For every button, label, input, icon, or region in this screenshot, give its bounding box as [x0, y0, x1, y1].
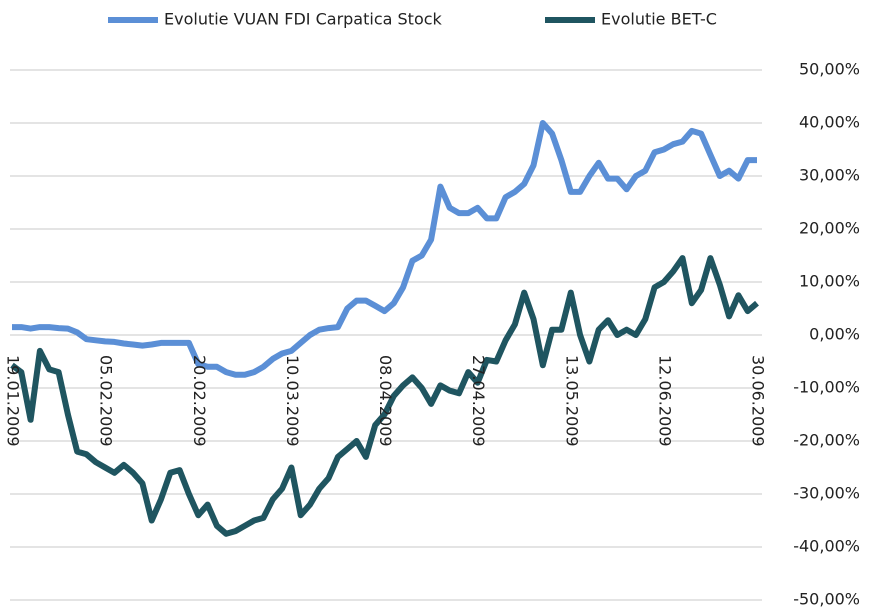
y-tick-label: 40,00% [799, 113, 860, 132]
x-tick-label: 05.02.2009 [97, 355, 116, 447]
y-tick-label: -30,00% [793, 484, 860, 503]
series-line [10, 255, 759, 537]
x-tick-label: 27.04.2009 [469, 355, 488, 447]
legend-label: Evolutie BET-C [601, 10, 717, 29]
x-tick-label: 20.02.2009 [190, 355, 209, 447]
y-tick-label: 10,00% [799, 272, 860, 291]
y-tick-label: -20,00% [793, 431, 860, 450]
series-line [12, 120, 757, 378]
y-tick-label: 20,00% [799, 219, 860, 238]
y-tick-label: 50,00% [799, 60, 860, 79]
x-tick-label: 19.01.2009 [4, 355, 23, 447]
x-tick-label: 08.04.2009 [376, 355, 395, 447]
y-tick-label: 0,00% [809, 325, 860, 344]
x-tick-label: 10.03.2009 [283, 355, 302, 447]
y-tick-label: -50,00% [793, 590, 860, 609]
x-tick-label: 12.06.2009 [655, 355, 674, 447]
y-tick-label: -10,00% [793, 378, 860, 397]
x-tick-label: 30.06.2009 [749, 355, 768, 447]
y-tick-label: -40,00% [793, 537, 860, 556]
x-tick-label: 13.05.2009 [562, 355, 581, 447]
y-tick-label: 30,00% [799, 166, 860, 185]
legend-label: Evolutie VUAN FDI Carpatica Stock [164, 10, 443, 29]
